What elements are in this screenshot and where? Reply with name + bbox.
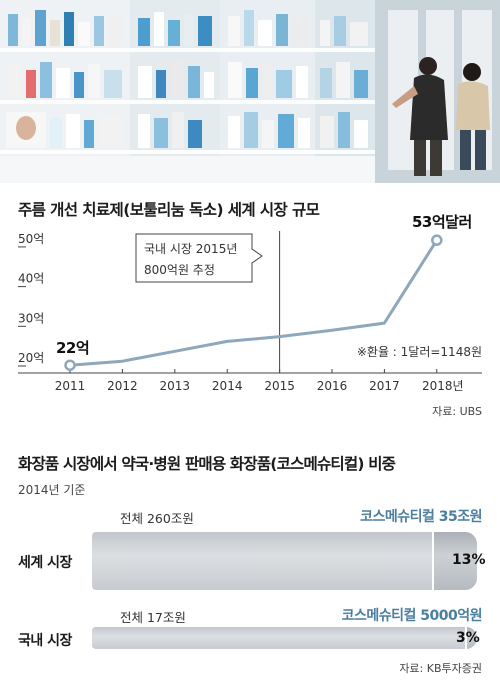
x-tick-label: 2013 (160, 379, 191, 393)
series-end-point (431, 234, 443, 246)
y-axis-ticks: 20억 30억 40억 50억 (18, 232, 44, 367)
x-tick-label: 2012 (107, 379, 138, 393)
y-tick-label: 40억 (18, 272, 44, 286)
x-tick-label: 2011 (55, 379, 86, 393)
callout-box (135, 233, 263, 283)
world-cosmeceutical-label: 코스메슈티컬 35조원 (360, 509, 482, 525)
bar-chart-title: 화장품 시장에서 약국·병원 판매용 화장품(코스메슈티컬) 비중 (18, 455, 396, 473)
world-total-label: 전체 260조원 (120, 511, 194, 526)
world-share-label: 13% (452, 552, 486, 568)
x-tick-label: 2017 (369, 379, 400, 393)
domestic-market-bar (92, 627, 477, 649)
x-tick-label: 2014 (212, 379, 243, 393)
start-value-label: 22억 (56, 339, 89, 357)
y-tick-label: 50억 (18, 232, 44, 246)
x-tick-label: 2015 (264, 379, 295, 393)
line-chart-source: 자료: UBS (432, 405, 482, 418)
domestic-total-label: 전체 17조원 (120, 610, 186, 625)
domestic-market-label: 국내 시장 (18, 633, 72, 649)
x-tick-label: 2016 (317, 379, 348, 393)
y-tick-label: 30억 (18, 311, 44, 325)
pharmacy-cosmetics-photo (0, 0, 500, 183)
end-value-label: 53억달러 (412, 213, 472, 231)
domestic-share-label: 3% (456, 630, 480, 646)
series-line (68, 238, 439, 367)
y-tick-label: 20억 (18, 351, 44, 365)
bar-chart-subtitle: 2014년 기준 (18, 483, 86, 497)
world-cosmeceutical-share-bar (432, 532, 477, 590)
bar-chart-source: 자료: KB투자증권 (399, 662, 482, 675)
world-market-bar (92, 532, 477, 590)
x-tick-label: 2018년 (422, 379, 464, 393)
line-chart-title: 주름 개선 치료제(보툴리눔 독소) 세계 시장 규모 (18, 201, 320, 219)
callout-line-2: 800억원 추정 (144, 263, 215, 277)
world-market-label: 세계 시장 (18, 555, 72, 571)
exchange-rate-note: ※환율 : 1달러=1148원 (357, 345, 482, 359)
domestic-cosmeceutical-label: 코스메슈티컬 5000억원 (341, 608, 483, 624)
domestic-cosmeceutical-share-bar (465, 627, 477, 649)
x-axis-ticks: 2011 2012 2013 2014 2015 2016 2017 2018년 (55, 369, 464, 393)
callout-line-1: 국내 시장 2015년 (144, 242, 237, 256)
series-start-point (64, 359, 76, 371)
